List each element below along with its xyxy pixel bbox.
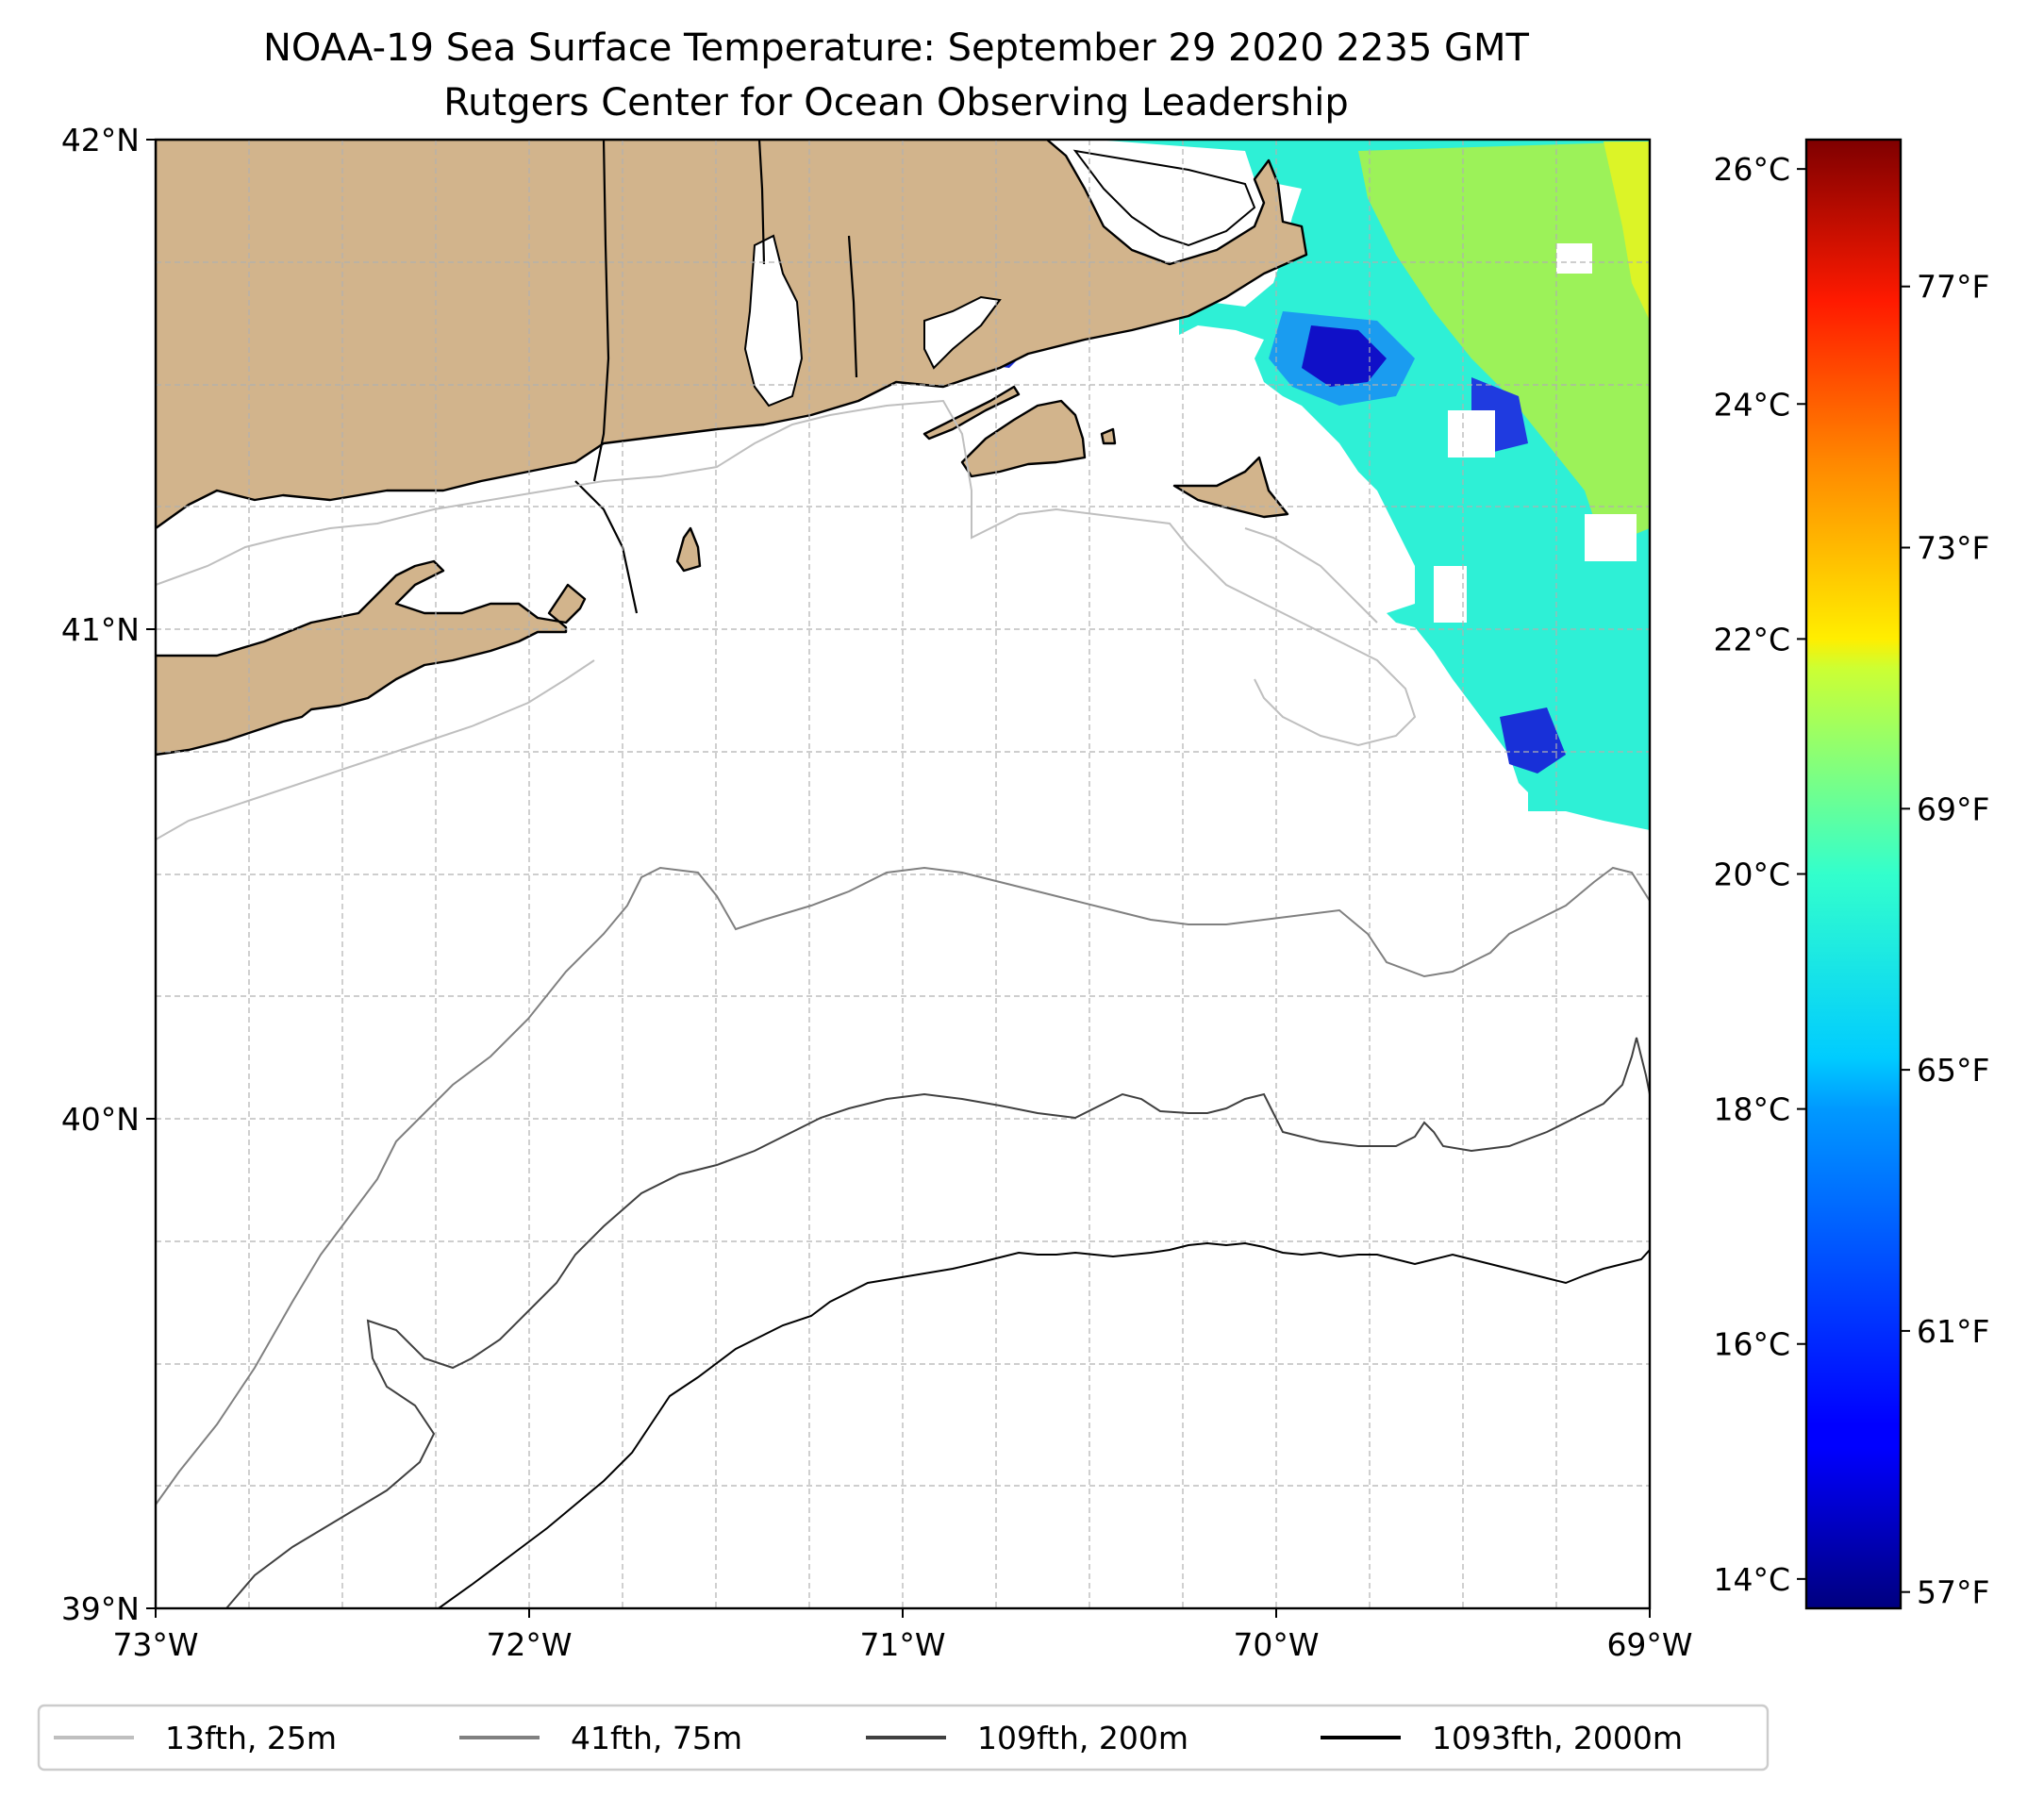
longitude-axis: 73°W 72°W 71°W 70°W 69°W — [112, 1608, 1693, 1663]
land-muskeget — [1100, 427, 1117, 445]
lon-tick-label: 71°W — [859, 1626, 945, 1663]
celsius-tick-label: 22°C — [1713, 621, 1790, 657]
sst-gap-3 — [1556, 243, 1592, 274]
contour-75m — [156, 866, 1650, 1506]
land-block-island — [675, 526, 702, 573]
land-martha-vineyard — [960, 399, 1087, 478]
lat-tick-label: 41°N — [61, 611, 140, 648]
colorbar: 14°C 16°C 18°C 20°C 22°C 24°C 26°C 57°F 61°F 65°… — [1713, 138, 1989, 1611]
fahrenheit-tick-label: 57°F — [1917, 1574, 1989, 1611]
map-title: NOAA-19 Sea Surface Temperature: Septemb… — [263, 26, 1530, 70]
legend: 13fth, 25m 41fth, 75m 109fth, 200m 1093fth,… — [37, 1704, 1770, 1772]
fahrenheit-tick-label: 69°F — [1917, 790, 1989, 827]
land — [156, 140, 1308, 757]
sst-cold-core — [1302, 325, 1387, 387]
celsius-tick-label: 14°C — [1713, 1561, 1790, 1598]
celsius-tick-label: 26°C — [1713, 151, 1790, 188]
inland-waters — [743, 149, 1256, 408]
land-elizabeth-islands — [922, 385, 1021, 441]
lon-tick-label: 69°W — [1606, 1626, 1692, 1663]
fahrenheit-tick-label: 61°F — [1917, 1313, 1989, 1350]
sst-warm-patch — [1358, 141, 1650, 547]
sst-gap-1 — [1448, 410, 1495, 458]
fahrenheit-tick-label: 77°F — [1917, 269, 1989, 306]
land-mainland-new-england — [156, 140, 1308, 530]
latitude-axis: 42°N 41°N 40°N 39°N — [61, 122, 156, 1627]
celsius-tick-label: 18°C — [1713, 1091, 1790, 1128]
sst-gap-4 — [1434, 566, 1467, 623]
contour-200m — [225, 1037, 1650, 1608]
legend-label: 1093fth, 2000m — [1432, 1720, 1683, 1756]
sst-cold-south-edge — [1500, 707, 1566, 774]
lat-tick-label: 40°N — [61, 1101, 140, 1138]
colorbar-fahrenheit-axis: 57°F 61°F 65°F 69°F 73°F 77°F — [1901, 269, 1989, 1611]
colorbar-gradient — [1804, 138, 1903, 1610]
sst-gap-2 — [1585, 514, 1637, 561]
contour-2000m — [438, 1241, 1650, 1608]
border-ny-ct-water — [574, 480, 639, 614]
legend-label: 109fth, 200m — [977, 1720, 1188, 1756]
narragansett-bay — [743, 234, 804, 408]
border-ct-ri — [757, 140, 766, 265]
land-nantucket — [1172, 456, 1289, 519]
celsius-tick-label: 16°C — [1713, 1326, 1790, 1363]
lat-tick-label: 39°N — [61, 1590, 140, 1627]
lon-tick-label: 72°W — [486, 1626, 572, 1663]
celsius-tick-label: 20°C — [1713, 857, 1790, 893]
sst-yellow-streak — [1604, 141, 1650, 321]
contour-25m — [156, 399, 1417, 840]
legend-label: 41fth, 75m — [571, 1720, 742, 1756]
map-subtitle: Rutgers Center for Ocean Observing Leade… — [443, 81, 1349, 125]
celsius-tick-label: 24°C — [1713, 386, 1790, 423]
gridlines — [156, 140, 1650, 1608]
state-borders — [574, 140, 858, 614]
border-ny-ct — [592, 140, 610, 482]
map-panel — [154, 138, 1652, 1610]
buzzards-bay — [923, 295, 1002, 370]
lon-tick-label: 73°W — [112, 1626, 198, 1663]
bathymetry-contours — [156, 399, 1650, 1608]
border-ri-ma — [847, 235, 858, 378]
lon-tick-label: 70°W — [1233, 1626, 1319, 1663]
cape-cod-bay — [1072, 149, 1256, 247]
colorbar-celsius-axis: 14°C 16°C 18°C 20°C 22°C 24°C 26°C — [1713, 151, 1806, 1598]
fahrenheit-tick-label: 73°F — [1917, 530, 1989, 567]
land-long-island — [156, 559, 587, 757]
legend-label: 13fth, 25m — [165, 1720, 337, 1756]
fahrenheit-tick-label: 65°F — [1917, 1052, 1989, 1089]
lat-tick-label: 42°N — [61, 122, 140, 158]
